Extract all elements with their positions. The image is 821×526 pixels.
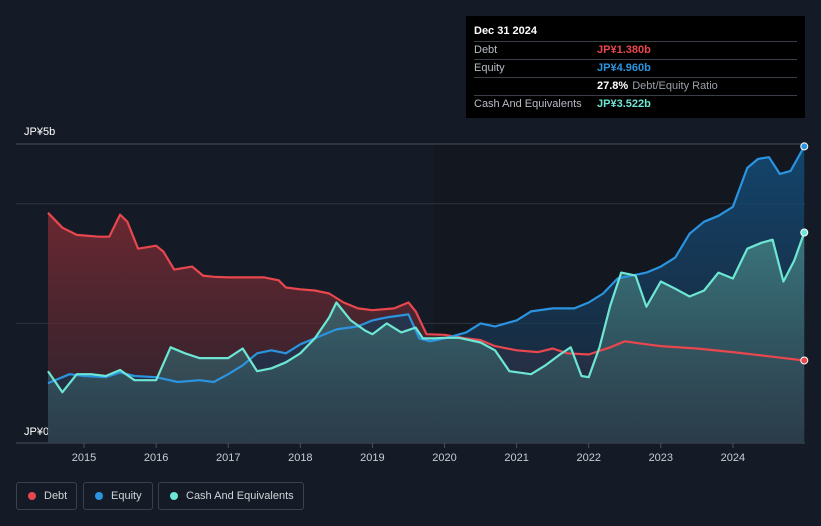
legend-item-equity[interactable]: Equity [83,482,153,510]
debt-dot-icon [28,492,36,500]
equity-dot-icon [95,492,103,500]
tooltip-equity-label: Equity [474,62,505,74]
x-tick-label-2021: 2021 [504,452,528,464]
x-tick-label-2018: 2018 [288,452,312,464]
tooltip: Dec 31 2024 Debt JP¥1.380b Equity JP¥4.9… [466,16,805,118]
tooltip-debt-label: Debt [474,44,498,56]
x-tick-label-2017: 2017 [216,452,240,464]
x-tick-label-2022: 2022 [576,452,600,464]
x-tick-label-2019: 2019 [360,452,384,464]
legend-item-cash[interactable]: Cash And Equivalents [158,482,304,510]
y-label-bottom: JP¥0 [24,426,49,438]
x-tick-label-2016: 2016 [144,452,168,464]
tooltip-ratio-label: Debt/Equity Ratio [632,80,718,92]
cash-end-marker [800,228,809,237]
tooltip-cash-label: Cash And Equivalents [474,98,582,110]
tooltip-row-debt: Debt JP¥1.380b [474,42,797,60]
x-tick-label-2023: 2023 [649,452,673,464]
tooltip-debt-value: JP¥1.380b [597,44,651,56]
cash-area [48,232,805,443]
debt-end-marker [800,356,809,365]
y-label-top: JP¥5b [24,126,55,138]
legend-equity-label: Equity [111,490,142,502]
x-tick-label-2024: 2024 [721,452,745,464]
equity-end-marker [800,142,809,151]
tooltip-row-ratio: 27.8% Debt/Equity Ratio [474,78,797,96]
legend-cash-label: Cash And Equivalents [186,490,294,502]
x-tick-label-2020: 2020 [432,452,456,464]
cash-line [47,232,806,394]
tooltip-date: Dec 31 2024 [474,24,797,42]
legend-debt-label: Debt [44,490,68,502]
tooltip-cash-value: JP¥3.522b [597,98,651,110]
legend-item-debt[interactable]: Debt [16,482,77,510]
debt-line [47,212,805,362]
x-tick-label-2015: 2015 [72,452,96,464]
tooltip-ratio-value: 27.8% [597,80,629,92]
tooltip-equity-value: JP¥4.960b [597,62,651,74]
tooltip-row-cash: Cash And Equivalents JP¥3.522b [474,96,797,113]
cash-dot-icon [170,492,178,500]
tooltip-row-equity: Equity JP¥4.960b [474,60,797,78]
